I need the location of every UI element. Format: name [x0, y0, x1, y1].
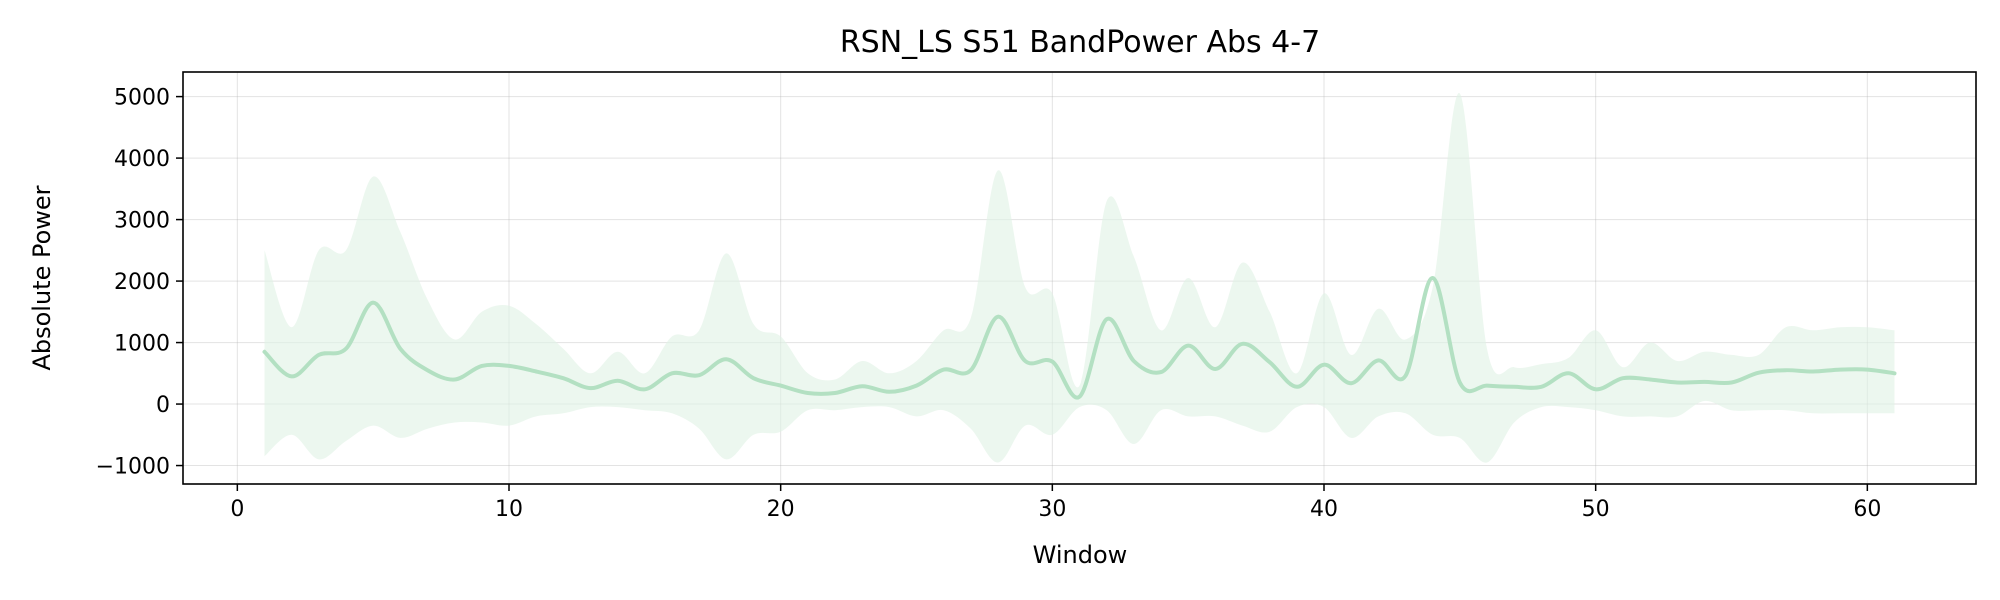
chart-title: RSN_LS S51 BandPower Abs 4-7	[840, 25, 1320, 60]
y-tick-label: −1000	[96, 455, 170, 480]
x-tick-label: 10	[495, 497, 523, 522]
y-tick-label: 5000	[114, 86, 170, 111]
y-tick-label: 2000	[114, 270, 170, 295]
x-tick-label: 30	[1038, 497, 1066, 522]
y-tick-label: 4000	[114, 147, 170, 172]
y-tick-label: 1000	[114, 332, 170, 357]
tick-layer: 0 10 20 30 40 50 60 −1000 0 1000 2000 3000 4000 5000	[96, 86, 1882, 522]
y-tick-label: 0	[156, 393, 170, 418]
grid-layer	[183, 72, 1976, 484]
x-tick-label: 50	[1582, 497, 1610, 522]
plot-frame	[182, 71, 1977, 485]
x-tick-label: 20	[767, 497, 795, 522]
y-tick-label: 3000	[114, 209, 170, 234]
x-tick-label: 40	[1310, 497, 1338, 522]
x-tick-label: 0	[230, 497, 244, 522]
confidence-band	[264, 93, 1895, 463]
x-axis-label: Window	[1033, 541, 1128, 569]
y-axis-label: Absolute Power	[28, 185, 56, 370]
mean-line	[262, 275, 1897, 400]
x-tick-label: 60	[1853, 497, 1881, 522]
